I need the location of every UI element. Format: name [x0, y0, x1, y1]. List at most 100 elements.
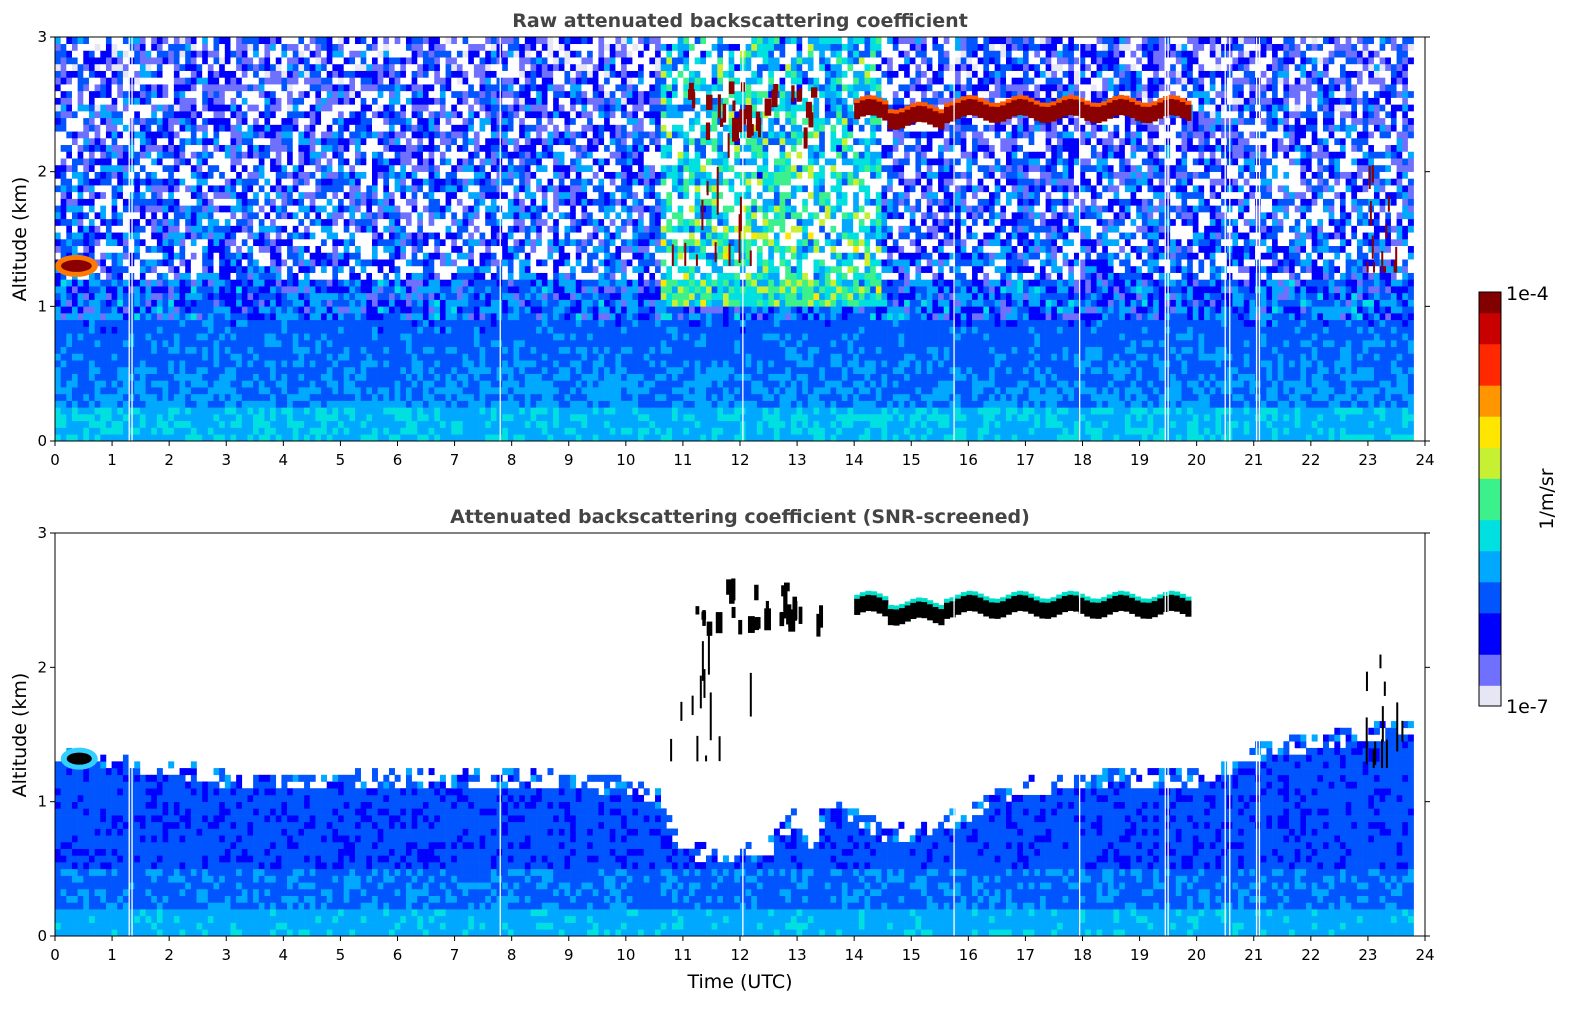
heatmap-cell — [258, 360, 265, 368]
heatmap-cell — [122, 158, 129, 166]
heatmap-cell — [315, 138, 322, 146]
heatmap-cell — [77, 292, 84, 300]
heatmap-cell — [417, 292, 424, 300]
heatmap-cell — [428, 420, 435, 428]
heatmap-cell — [422, 333, 429, 341]
heatmap-cell — [343, 286, 350, 294]
heatmap-cell — [462, 407, 469, 415]
heatmap-cell — [315, 232, 322, 240]
heatmap-cell — [88, 272, 95, 280]
heatmap-cell — [213, 380, 220, 388]
heatmap-cell — [230, 373, 237, 381]
heatmap-cell — [349, 131, 356, 139]
heatmap-cell — [185, 393, 192, 401]
heatmap-cell — [360, 420, 367, 428]
heatmap-cell — [360, 111, 367, 119]
heatmap-cell — [224, 43, 231, 51]
heatmap-cell — [326, 43, 333, 51]
heatmap-cell — [405, 279, 412, 287]
heatmap-cell — [287, 313, 294, 321]
heatmap-cell — [445, 171, 452, 179]
heatmap-cell — [145, 346, 152, 354]
heatmap-cell — [485, 245, 492, 253]
heatmap-cell — [422, 104, 429, 112]
heatmap-cell — [383, 104, 390, 112]
heatmap-cell — [298, 292, 305, 300]
heatmap-cell — [247, 265, 254, 273]
heatmap-cell — [490, 205, 497, 213]
heatmap-cell — [417, 63, 424, 71]
heatmap-cell — [519, 138, 526, 146]
heatmap-cell — [88, 97, 95, 105]
heatmap-cell — [502, 292, 509, 300]
heatmap-cell — [462, 393, 469, 401]
heatmap-cell — [236, 353, 243, 361]
heatmap-cell — [411, 90, 418, 98]
heatmap-cell — [451, 131, 458, 139]
heatmap-cell — [304, 70, 311, 78]
heatmap-cell — [485, 400, 492, 408]
heatmap-cell — [496, 185, 503, 193]
heatmap-cell — [349, 104, 356, 112]
heatmap-cell — [207, 292, 214, 300]
heatmap-cell — [388, 360, 395, 368]
heatmap-cell — [462, 245, 469, 253]
heatmap-cell — [202, 185, 209, 193]
heatmap-cell — [88, 70, 95, 78]
heatmap-cell — [524, 346, 531, 354]
heatmap-cell — [122, 313, 129, 321]
heatmap-cell — [411, 265, 418, 273]
heatmap-cell — [105, 232, 112, 240]
heatmap-cell — [315, 326, 322, 334]
heatmap-cell — [417, 319, 424, 327]
heatmap-cell — [507, 346, 514, 354]
heatmap-cell — [338, 252, 344, 260]
heatmap-cell — [451, 57, 458, 65]
heatmap-cell — [88, 366, 95, 374]
heatmap-cell — [258, 84, 265, 92]
heatmap-cell — [507, 265, 514, 273]
heatmap-cell — [383, 144, 390, 152]
heatmap-cell — [60, 97, 67, 105]
heatmap-cell — [190, 387, 197, 395]
heatmap-cell — [287, 225, 294, 233]
heatmap-cell — [230, 124, 237, 132]
heatmap-cell — [462, 319, 469, 327]
heatmap-cell — [60, 63, 67, 71]
heatmap-cell — [462, 63, 469, 71]
heatmap-cell — [219, 70, 226, 78]
heatmap-cell — [496, 286, 503, 294]
heatmap-cell — [145, 393, 152, 401]
heatmap-cell — [60, 252, 67, 260]
heatmap-cell — [281, 252, 288, 260]
heatmap-cell — [230, 198, 237, 206]
heatmap-cell — [173, 393, 180, 401]
heatmap-cell — [94, 252, 101, 260]
heatmap-cell — [360, 117, 367, 125]
heatmap-cell — [451, 124, 458, 132]
heatmap-cell — [60, 138, 67, 146]
heatmap-cell — [105, 272, 112, 280]
heatmap-cell — [71, 313, 78, 321]
heatmap-cell — [156, 111, 163, 119]
heatmap-cell — [219, 117, 226, 125]
heatmap-cell — [117, 340, 124, 348]
heatmap-cell — [496, 326, 503, 334]
heatmap-cell — [388, 239, 395, 247]
heatmap-cell — [162, 104, 169, 112]
heatmap-cell — [338, 265, 344, 273]
heatmap-cell — [417, 77, 424, 85]
heatmap-cell — [111, 434, 118, 442]
heatmap-cell — [219, 373, 226, 381]
heatmap-cell — [473, 239, 480, 247]
heatmap-cell — [117, 373, 124, 381]
heatmap-cell — [428, 407, 435, 415]
heatmap-cell — [241, 158, 248, 166]
heatmap-cell — [394, 124, 401, 132]
heatmap-cell — [213, 198, 220, 206]
heatmap-cell — [309, 90, 316, 98]
heatmap-cell — [321, 171, 328, 179]
heatmap-cell — [332, 326, 339, 334]
heatmap-cell — [275, 326, 282, 334]
heatmap-cell — [185, 117, 192, 125]
